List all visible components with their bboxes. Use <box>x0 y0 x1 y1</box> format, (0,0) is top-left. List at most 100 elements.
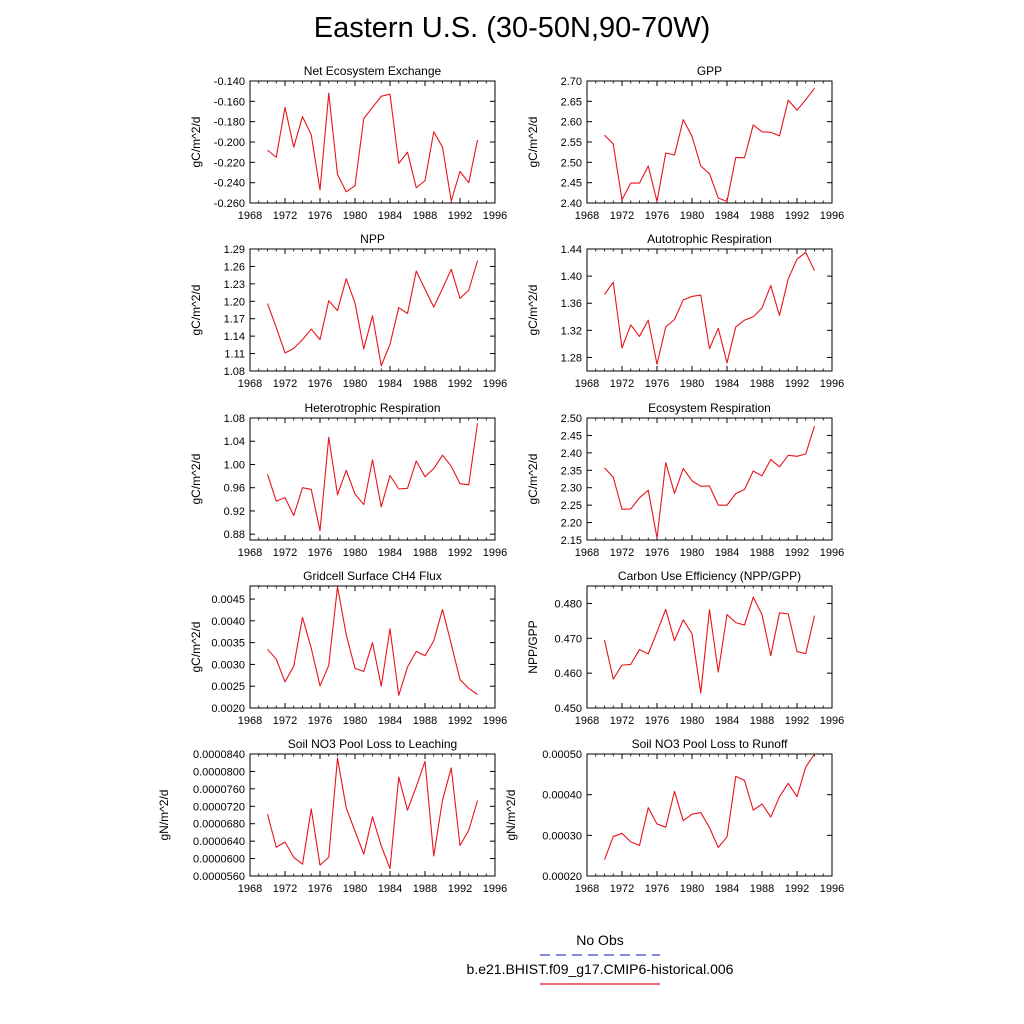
y-tick-label: 2.70 <box>561 76 582 88</box>
x-tick-label: 1984 <box>715 378 739 390</box>
x-tick-label: 1968 <box>575 378 599 390</box>
x-tick-label: 1976 <box>308 715 332 727</box>
y-tick-label: 2.20 <box>561 518 582 530</box>
y-axis-label: gN/m^2/d <box>157 790 171 841</box>
y-tick-label: 2.50 <box>561 413 582 425</box>
chart-panel: NPP 1968 1972 1976 1980 1984 1988 1992 1996 1.08 1… <box>189 232 507 390</box>
y-axis-label: gC/m^2/d <box>189 454 203 505</box>
x-tick-label: 1972 <box>610 883 634 895</box>
y-tick-label: 0.460 <box>554 668 582 680</box>
series-line <box>604 251 815 365</box>
x-tick-label: 1980 <box>680 715 704 727</box>
y-tick-label: 0.0020 <box>211 703 245 715</box>
x-tick-label: 1972 <box>610 378 634 390</box>
y-tick-label: -0.260 <box>214 198 245 210</box>
y-tick-label: 0.0000640 <box>193 836 245 848</box>
y-tick-label: -0.240 <box>214 178 245 190</box>
x-tick-label: 1980 <box>680 378 704 390</box>
x-tick-label: 1996 <box>483 715 507 727</box>
series-line <box>266 757 479 870</box>
x-tick-label: 1988 <box>413 547 437 559</box>
x-tick-label: 1968 <box>238 378 262 390</box>
y-tick-label: 0.480 <box>554 598 582 610</box>
y-axis-label: NPP/GPP <box>526 620 540 673</box>
chart-panel: Soil NO3 Pool Loss to Runoff 1968 1972 1976… <box>504 737 844 895</box>
series-line <box>604 425 816 539</box>
x-tick-label: 1980 <box>343 378 367 390</box>
x-tick-label: 1968 <box>575 210 599 222</box>
chart-title: Ecosystem Respiration <box>648 401 771 415</box>
y-tick-label: 2.65 <box>561 96 582 108</box>
y-tick-label: 2.25 <box>561 500 582 512</box>
series-line <box>604 87 815 202</box>
x-tick-label: 1996 <box>820 715 844 727</box>
y-axis-label: gN/m^2/d <box>504 790 518 841</box>
chart-title: Gridcell Surface CH4 Flux <box>303 569 442 583</box>
chart-title: Soil NO3 Pool Loss to Runoff <box>632 737 789 751</box>
series-line <box>266 423 479 532</box>
chart-panel: Heterotrophic Respiration 1968 1972 1976 198… <box>189 401 507 559</box>
y-tick-label: 0.92 <box>224 506 245 518</box>
chart-panel: Gridcell Surface CH4 Flux 1968 1972 1976 198… <box>189 569 507 727</box>
chart-panel: Carbon Use Efficiency (NPP/GPP) 1968 1972 1… <box>526 569 844 727</box>
x-tick-label: 1984 <box>378 547 402 559</box>
x-tick-label: 1992 <box>785 883 809 895</box>
y-tick-label: -0.220 <box>214 157 245 169</box>
y-tick-label: 1.00 <box>224 459 245 471</box>
x-tick-label: 1992 <box>448 210 472 222</box>
y-tick-label: 1.17 <box>224 314 245 326</box>
chart-title: Net Ecosystem Exchange <box>304 64 442 78</box>
series-line <box>266 260 479 367</box>
x-tick-label: 1976 <box>308 883 332 895</box>
y-tick-label: 1.36 <box>561 298 582 310</box>
x-tick-label: 1984 <box>378 715 402 727</box>
x-tick-label: 1992 <box>448 883 472 895</box>
y-axis-label: gC/m^2/d <box>526 454 540 505</box>
series-line <box>603 596 816 694</box>
y-tick-label: -0.200 <box>214 137 245 149</box>
x-tick-label: 1968 <box>238 547 262 559</box>
chart-title: Carbon Use Efficiency (NPP/GPP) <box>618 569 801 583</box>
y-tick-label: 0.0045 <box>211 594 245 606</box>
y-tick-label: 1.28 <box>561 352 582 364</box>
y-tick-label: 2.40 <box>561 198 582 210</box>
y-tick-label: 1.11 <box>224 349 245 361</box>
x-tick-label: 1988 <box>413 378 437 390</box>
y-tick-label: 0.88 <box>224 529 245 541</box>
figure-title: Eastern U.S. (30-50N,90-70W) <box>313 12 711 44</box>
x-tick-label: 1984 <box>715 715 739 727</box>
x-tick-label: 1988 <box>413 210 437 222</box>
chart-panel: Autotrophic Respiration 1968 1972 1976 1980 1… <box>526 232 844 390</box>
y-tick-label: 0.00050 <box>542 749 582 761</box>
chart-title: Autotrophic Respiration <box>647 232 772 246</box>
x-tick-label: 1976 <box>308 210 332 222</box>
y-tick-label: 1.26 <box>224 261 245 273</box>
y-tick-label: 0.0040 <box>211 616 245 628</box>
x-tick-label: 1984 <box>715 883 739 895</box>
y-tick-label: 0.0000840 <box>193 749 245 761</box>
y-tick-label: 0.00020 <box>542 871 582 883</box>
x-tick-label: 1996 <box>820 883 844 895</box>
y-tick-label: 1.14 <box>224 331 245 343</box>
y-tick-label: 0.96 <box>224 483 245 495</box>
x-tick-label: 1968 <box>575 883 599 895</box>
y-tick-label: 1.08 <box>224 366 245 378</box>
y-tick-label: 2.15 <box>561 535 582 547</box>
x-tick-label: 1976 <box>645 883 669 895</box>
y-tick-label: 0.470 <box>554 633 582 645</box>
x-tick-label: 1976 <box>308 547 332 559</box>
series-line <box>267 92 479 202</box>
x-tick-label: 1992 <box>448 378 472 390</box>
series-line <box>267 586 478 696</box>
y-axis-label: gC/m^2/d <box>526 117 540 168</box>
y-tick-label: 0.0025 <box>211 681 245 693</box>
x-tick-label: 1980 <box>343 715 367 727</box>
chart-title: Soil NO3 Pool Loss to Leaching <box>288 737 457 751</box>
y-tick-label: -0.160 <box>214 96 245 108</box>
y-tick-label: 0.00040 <box>542 790 582 802</box>
y-axis-label: gC/m^2/d <box>526 285 540 336</box>
x-tick-label: 1976 <box>645 210 669 222</box>
y-tick-label: 2.45 <box>561 430 582 442</box>
